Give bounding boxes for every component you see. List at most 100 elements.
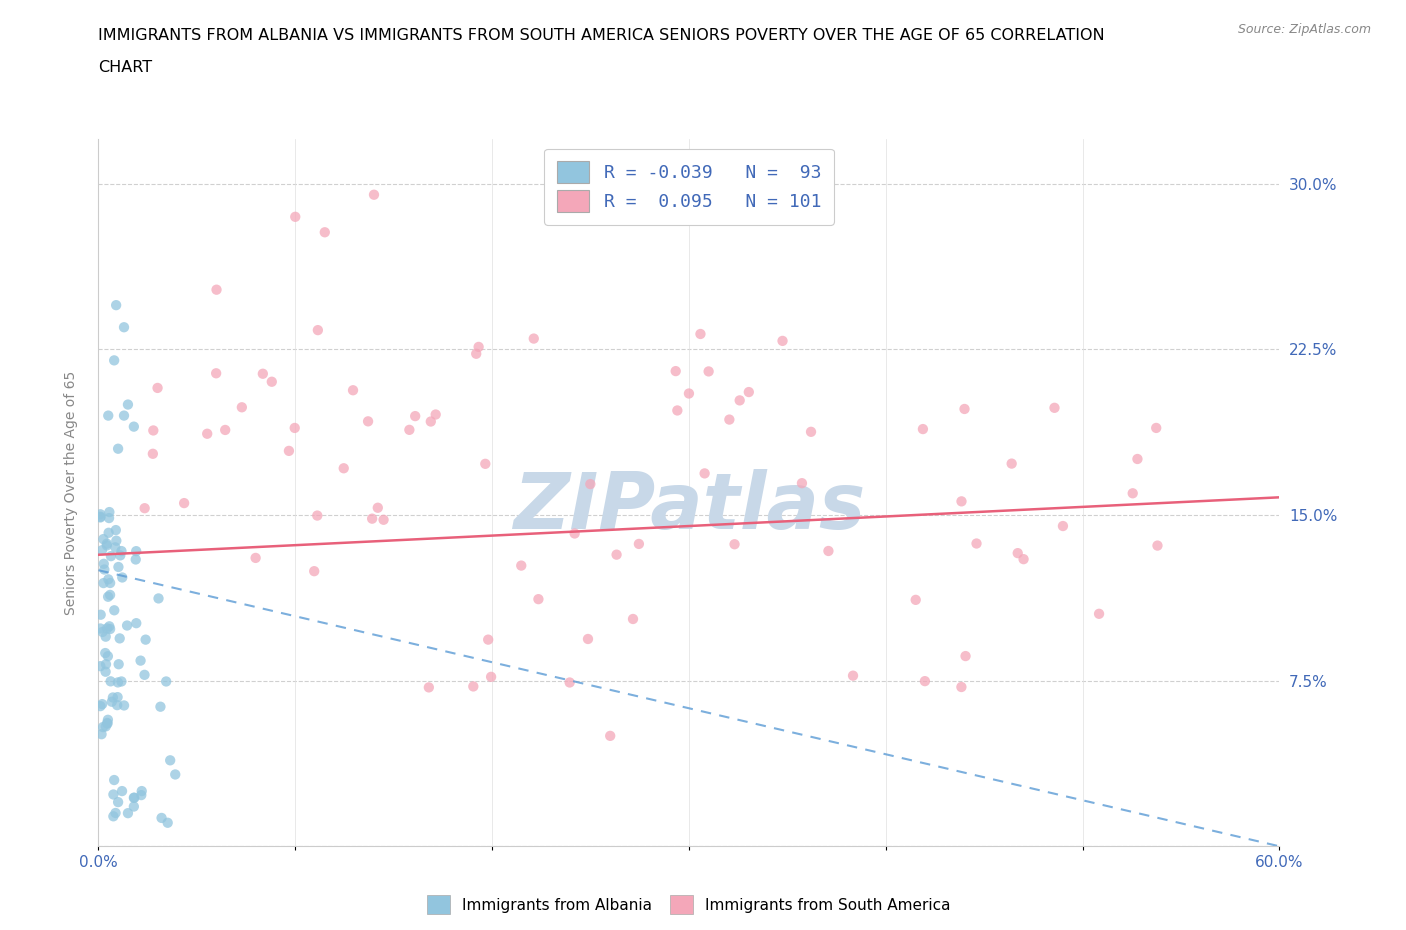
Point xyxy=(89,621,111,636)
Point xyxy=(125,544,148,559)
Point xyxy=(115,618,138,633)
Point xyxy=(419,414,441,429)
Point xyxy=(89,658,111,673)
Point xyxy=(159,753,181,768)
Point xyxy=(576,631,599,646)
Point xyxy=(117,805,139,820)
Point xyxy=(363,187,385,202)
Point xyxy=(342,383,364,398)
Point xyxy=(302,564,325,578)
Point xyxy=(252,366,274,381)
Point xyxy=(277,444,299,458)
Point xyxy=(156,816,179,830)
Point xyxy=(96,621,118,636)
Point xyxy=(96,537,118,551)
Point xyxy=(110,674,132,689)
Point xyxy=(510,558,533,573)
Point xyxy=(117,397,139,412)
Text: Source: ZipAtlas.com: Source: ZipAtlas.com xyxy=(1237,23,1371,36)
Point xyxy=(96,715,118,730)
Point xyxy=(89,510,111,525)
Point xyxy=(93,532,115,547)
Point xyxy=(606,547,628,562)
Point xyxy=(103,353,125,368)
Point xyxy=(404,408,426,423)
Point xyxy=(314,225,336,240)
Point xyxy=(842,669,865,684)
Point xyxy=(425,407,447,422)
Point xyxy=(91,624,114,639)
Point xyxy=(911,421,934,436)
Point xyxy=(718,412,741,427)
Point xyxy=(105,298,128,312)
Point xyxy=(131,784,153,799)
Point xyxy=(558,675,581,690)
Point xyxy=(98,618,121,633)
Point xyxy=(150,810,173,825)
Point xyxy=(107,442,129,457)
Point xyxy=(122,799,145,814)
Point xyxy=(955,648,977,663)
Point xyxy=(146,380,169,395)
Point xyxy=(1122,485,1144,500)
Text: ZIPatlas: ZIPatlas xyxy=(513,469,865,545)
Point xyxy=(790,476,813,491)
Point xyxy=(367,500,389,515)
Point xyxy=(1052,519,1074,534)
Point xyxy=(307,323,329,338)
Point xyxy=(93,562,115,577)
Point xyxy=(97,525,120,540)
Point xyxy=(678,386,700,401)
Point xyxy=(1126,452,1149,467)
Point xyxy=(284,209,307,224)
Point xyxy=(101,690,124,705)
Point xyxy=(129,653,152,668)
Point xyxy=(91,697,114,711)
Point xyxy=(479,670,502,684)
Point xyxy=(107,675,129,690)
Point xyxy=(90,607,112,622)
Point xyxy=(477,632,499,647)
Point xyxy=(112,408,135,423)
Point xyxy=(110,544,132,559)
Point xyxy=(94,657,117,671)
Point xyxy=(89,507,111,522)
Point xyxy=(817,543,839,558)
Point xyxy=(693,466,716,481)
Point xyxy=(97,572,120,587)
Point xyxy=(129,788,152,803)
Text: IMMIGRANTS FROM ALBANIA VS IMMIGRANTS FROM SOUTH AMERICA SENIORS POVERTY OVER TH: IMMIGRANTS FROM ALBANIA VS IMMIGRANTS FR… xyxy=(98,28,1105,43)
Point xyxy=(723,537,745,551)
Point xyxy=(103,773,125,788)
Point xyxy=(738,385,761,400)
Point xyxy=(1144,420,1167,435)
Point xyxy=(107,794,129,809)
Point xyxy=(107,657,129,671)
Point xyxy=(105,533,128,548)
Point xyxy=(1001,457,1024,472)
Point xyxy=(332,461,354,476)
Point xyxy=(800,424,823,439)
Point xyxy=(94,719,117,734)
Point xyxy=(966,536,988,551)
Point xyxy=(148,591,170,605)
Point xyxy=(122,790,145,805)
Point xyxy=(155,674,177,689)
Point xyxy=(149,699,172,714)
Point xyxy=(89,510,111,525)
Point xyxy=(463,679,485,694)
Point xyxy=(665,364,688,379)
Point xyxy=(307,508,329,523)
Point xyxy=(142,423,165,438)
Point xyxy=(93,576,115,591)
Point xyxy=(697,364,720,379)
Point xyxy=(527,591,550,606)
Point xyxy=(93,556,115,571)
Point xyxy=(112,320,135,335)
Point xyxy=(953,402,976,417)
Point xyxy=(124,790,146,805)
Point xyxy=(97,408,120,423)
Point xyxy=(94,664,117,679)
Point xyxy=(904,592,927,607)
Point xyxy=(107,690,129,705)
